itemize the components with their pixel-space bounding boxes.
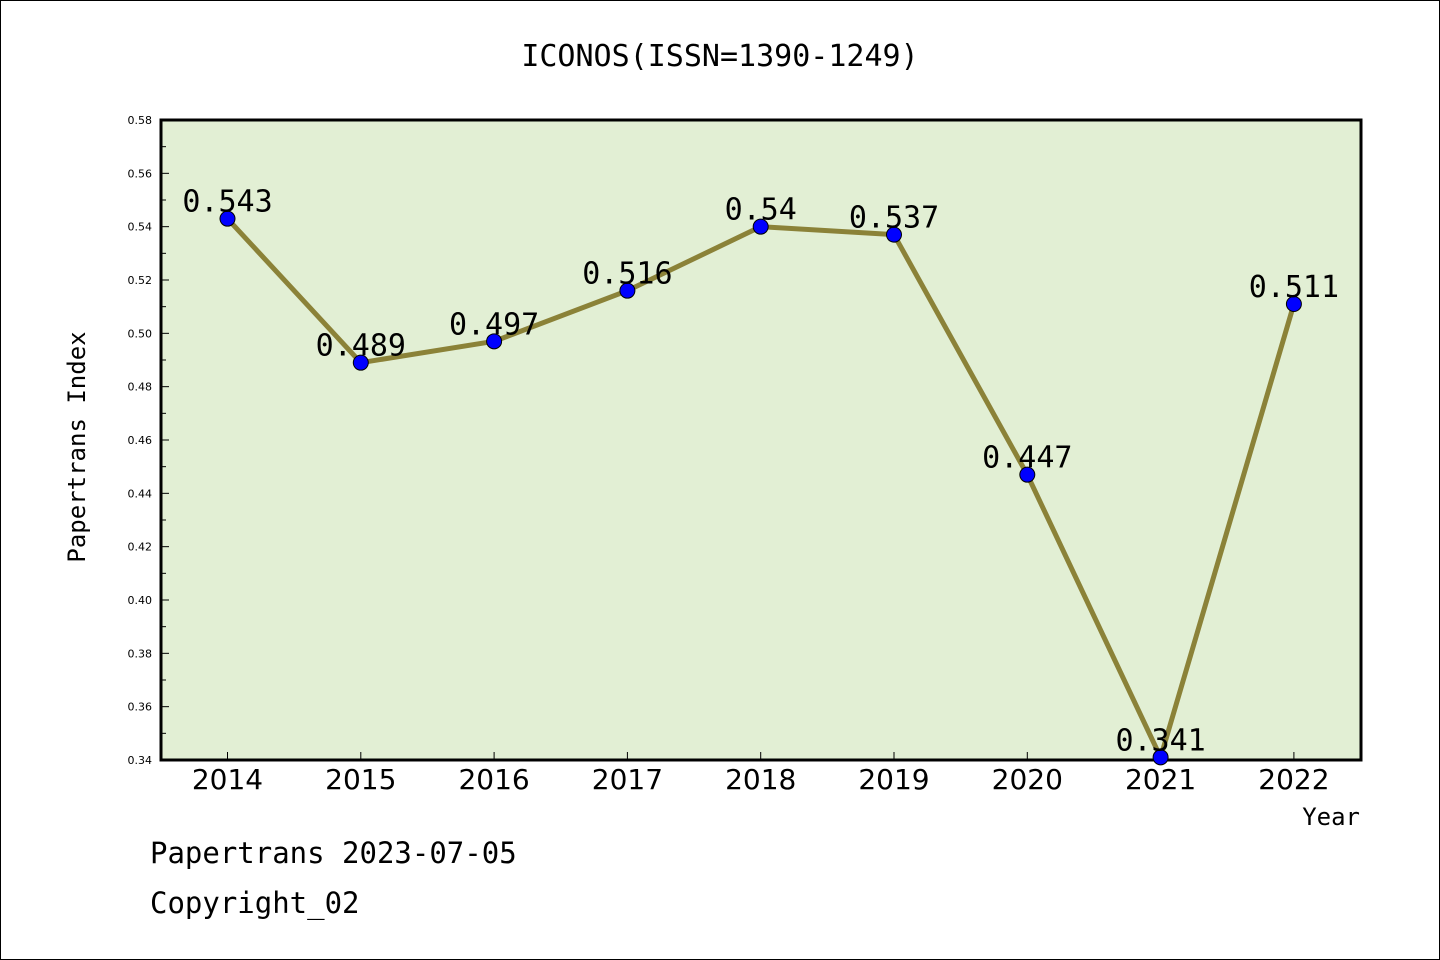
- data-label: 0.447: [982, 441, 1072, 476]
- x-tick-label: 2020: [992, 763, 1063, 796]
- data-label: 0.516: [582, 257, 672, 292]
- y-tick-label: 0.42: [128, 541, 153, 554]
- y-tick-label: 0.38: [128, 647, 153, 660]
- data-point: [886, 226, 902, 243]
- y-tick-label: 0.40: [128, 594, 153, 607]
- data-point: [752, 218, 769, 235]
- footer-date: Papertrans 2023-07-05: [150, 836, 517, 870]
- y-tick-label: 0.48: [128, 381, 153, 394]
- x-tick-label: 2021: [1125, 763, 1196, 796]
- y-tick-label: 0.52: [128, 274, 153, 287]
- data-point: [219, 210, 236, 227]
- x-axis: 2014 2015 2016 2017 2018 2019 2020 2021 2022: [192, 752, 1330, 796]
- chart-title: ICONOS(ISSN=1390-1249): [521, 39, 918, 74]
- data-label: 0.543: [182, 185, 272, 220]
- data-label: 0.497: [449, 307, 539, 342]
- x-tick-label: 2017: [592, 763, 663, 796]
- data-point: [1152, 749, 1169, 766]
- data-point: [352, 354, 369, 371]
- data-label: 0.54: [725, 193, 797, 228]
- series-group: 0.543 0.489 0.497 0.516 0.54 0.537 0.447 0.341 0…: [182, 185, 1339, 766]
- y-tick-label: 0.58: [128, 114, 153, 127]
- data-point: [1019, 466, 1036, 483]
- x-axis-label: Year: [1302, 803, 1360, 831]
- y-tick-label: 0.36: [128, 701, 153, 714]
- y-tick-label: 0.54: [128, 221, 153, 234]
- data-point: [619, 282, 636, 299]
- footer-copyright: Copyright_02: [150, 886, 360, 921]
- x-tick-label: 2018: [725, 763, 796, 796]
- data-point: [1285, 296, 1302, 312]
- data-label: 0.537: [849, 201, 939, 236]
- x-tick-label: 2014: [192, 763, 263, 796]
- x-tick-label: 2015: [325, 763, 396, 796]
- y-tick-label: 0.50: [128, 327, 153, 340]
- y-axis-label: Papertrans Index: [63, 331, 91, 562]
- y-tick-label: 0.46: [128, 434, 153, 447]
- data-label: 0.341: [1115, 723, 1205, 758]
- x-tick-label: 2019: [858, 763, 929, 796]
- y-tick-label: 0.44: [128, 487, 153, 500]
- data-label: 0.511: [1249, 270, 1339, 305]
- data-point: [486, 333, 503, 350]
- x-tick-label: 2022: [1258, 763, 1329, 796]
- y-axis: 0.34 0.36 0.38 0.40 0.42 0.44 0.46 0.48 0.50 0.52…: [128, 114, 169, 767]
- data-label: 0.489: [316, 329, 406, 364]
- y-tick-label: 0.56: [128, 167, 153, 180]
- x-tick-label: 2016: [458, 763, 529, 796]
- y-tick-label: 0.34: [128, 754, 153, 767]
